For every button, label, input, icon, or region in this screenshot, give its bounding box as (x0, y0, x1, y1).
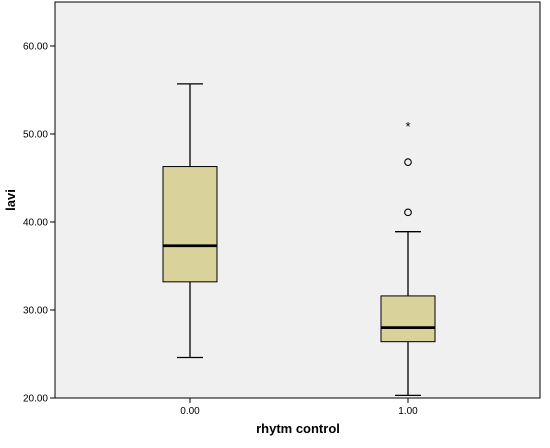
x-tick-label: 0.00 (180, 406, 200, 417)
box-group: * (380, 119, 436, 397)
y-tick-label: 60.00 (23, 42, 48, 53)
box-group (162, 83, 218, 359)
y-tick-label: 40.00 (23, 218, 48, 229)
x-axis: 0.00 1.00 (180, 398, 418, 417)
iqr-box (162, 166, 218, 283)
extreme-point: * (405, 119, 410, 134)
x-tick-label: 1.00 (398, 406, 418, 417)
boxes: * (162, 83, 436, 397)
x-axis-title: rhytm control (256, 421, 340, 436)
iqr-box (380, 295, 436, 343)
outlier-point (404, 208, 412, 217)
y-tick-label: 30.00 (23, 306, 48, 317)
y-tick-label: 20.00 (23, 394, 48, 405)
y-axis-title: lavi (3, 189, 18, 211)
y-tick-label: 50.00 (23, 130, 48, 141)
y-axis: 20.00 30.00 40.00 50.00 60.00 (23, 42, 55, 405)
outlier-point (404, 158, 412, 167)
plot-background (54, 1, 541, 399)
